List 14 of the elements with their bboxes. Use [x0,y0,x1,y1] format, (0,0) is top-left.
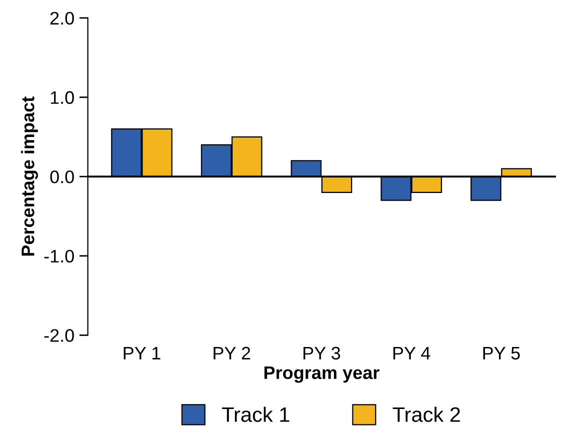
y-tick-label: 2.0 [50,12,74,25]
legend-label: Track 1 [222,406,290,422]
y-axis-title: Percentage impact [21,96,38,256]
y-tick-label: -2.0 [44,329,74,342]
x-tick-label: PY 3 [304,346,340,360]
x-axis-title: Program year [264,366,380,383]
y-tick-label: 0.0 [50,170,74,184]
x-tick-label: PY 2 [214,346,250,360]
y-tick-label: -1.0 [44,250,74,263]
x-tick-label: PY 5 [483,346,520,360]
x-tick-label: PY 1 [124,346,160,360]
y-tick-label: 1.0 [50,91,74,104]
x-tick-label: PY 4 [393,346,430,360]
legend-label: Track 2 [392,406,460,422]
